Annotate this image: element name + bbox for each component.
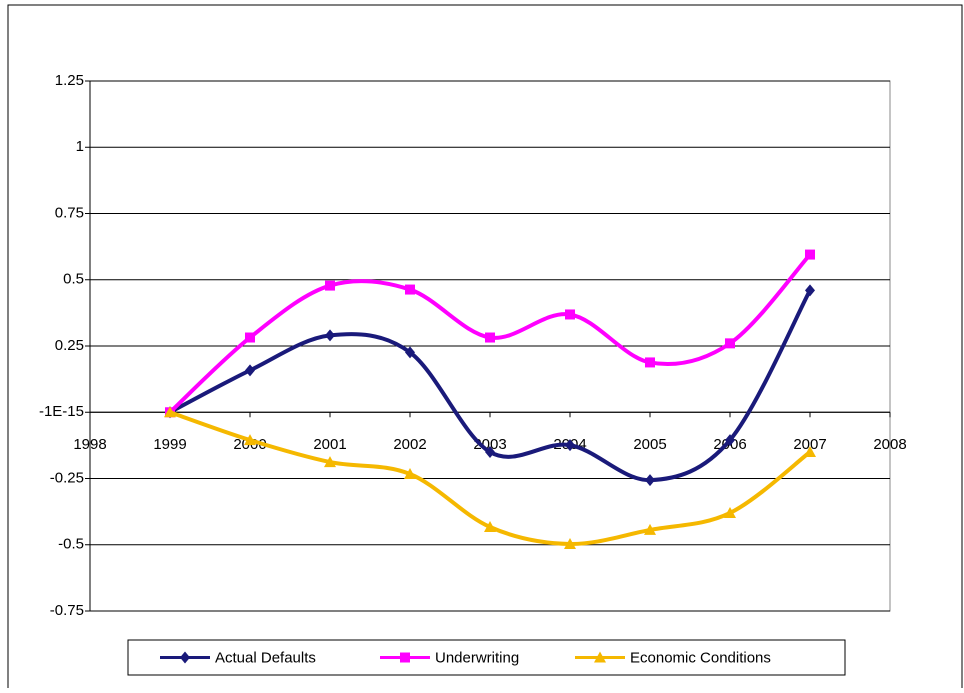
marker: [805, 249, 815, 260]
x-tick-label: 2008: [873, 436, 906, 453]
legend-label: Economic Conditions: [630, 649, 771, 666]
legend-marker: [180, 651, 190, 664]
x-tick-label: 2002: [393, 436, 426, 453]
marker: [805, 284, 815, 297]
marker: [564, 537, 576, 549]
x-tick-label: 2007: [793, 436, 826, 453]
y-tick-label: 0.25: [55, 337, 84, 354]
legend-box: [127, 639, 846, 676]
y-tick-label: 1: [76, 138, 84, 155]
marker: [404, 467, 416, 479]
marker: [405, 346, 415, 359]
marker: [245, 332, 255, 343]
marker: [725, 338, 735, 349]
marker: [164, 406, 176, 418]
legend-label: Underwriting: [435, 649, 519, 666]
y-tick-label: 0.75: [55, 204, 84, 221]
marker: [724, 506, 736, 518]
marker: [565, 309, 575, 320]
legend-marker: [594, 651, 606, 663]
y-tick-label: -0.75: [50, 602, 84, 619]
marker: [725, 434, 735, 447]
x-tick-label: 2003: [473, 436, 506, 453]
y-tick-label: -1E-15: [39, 403, 84, 420]
y-tick-label: -0.25: [50, 469, 84, 486]
marker: [245, 364, 255, 377]
marker: [325, 329, 335, 342]
y-tick-label: -0.5: [58, 536, 84, 553]
x-tick-label: 1998: [73, 436, 106, 453]
marker: [645, 474, 655, 487]
marker: [645, 357, 655, 368]
y-tick-label: 1.25: [55, 72, 84, 89]
marker: [244, 434, 256, 446]
marker: [644, 523, 656, 535]
x-tick-label: 1999: [153, 436, 186, 453]
marker: [325, 280, 335, 291]
marker: [485, 446, 495, 458]
legend-label: Actual Defaults: [215, 649, 316, 666]
marker: [485, 332, 495, 343]
legend-marker: [400, 652, 410, 663]
marker: [405, 284, 415, 295]
marker: [324, 456, 336, 468]
x-tick-label: 2005: [633, 436, 666, 453]
marker: [565, 439, 575, 452]
marker: [484, 520, 496, 532]
marker: [804, 446, 816, 457]
y-tick-label: 0.5: [63, 271, 84, 288]
x-tick-label: 2001: [313, 436, 346, 453]
